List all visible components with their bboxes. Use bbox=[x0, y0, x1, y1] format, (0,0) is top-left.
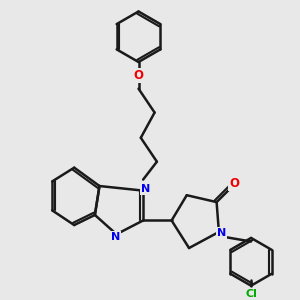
Text: O: O bbox=[134, 69, 143, 82]
Text: N: N bbox=[217, 228, 226, 238]
Text: N: N bbox=[141, 184, 151, 194]
Text: Cl: Cl bbox=[245, 289, 257, 299]
Text: N: N bbox=[111, 232, 120, 242]
Text: O: O bbox=[229, 177, 239, 190]
